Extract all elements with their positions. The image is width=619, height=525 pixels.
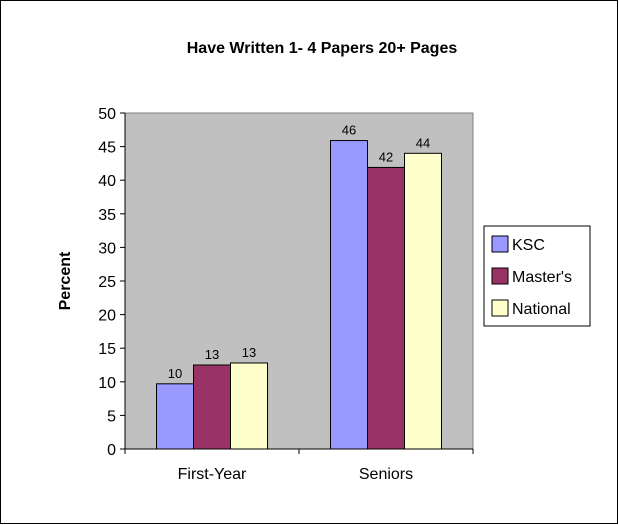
bar — [404, 152, 442, 450]
legend-label: KSC — [512, 237, 545, 254]
y-tick-label: 5 — [107, 408, 116, 425]
y-tick-label: 45 — [98, 140, 116, 157]
data-label: 10 — [168, 366, 182, 381]
data-label: 42 — [379, 149, 393, 164]
legend-label: Master's — [512, 269, 572, 286]
data-labels-group: 10 13 13 46 42 44 — [168, 123, 430, 381]
legend: KSC Master's National — [483, 225, 591, 327]
bars-group — [156, 140, 442, 450]
y-tick-label: 15 — [98, 341, 116, 358]
y-tick-label: 35 — [98, 207, 116, 224]
chart-title: Have Written 1- 4 Papers 20+ Pages — [187, 40, 458, 57]
bar — [230, 362, 268, 450]
y-tick-label: 50 — [98, 106, 116, 123]
bar — [330, 140, 368, 450]
legend-label: National — [512, 301, 571, 318]
legend-swatch — [491, 267, 509, 285]
y-tick-label: 40 — [98, 173, 116, 190]
data-label: 13 — [242, 345, 256, 360]
data-label: 46 — [342, 123, 356, 138]
data-label: 13 — [205, 347, 219, 362]
y-ticks-group: 0 5 10 15 20 25 30 35 40 45 50 — [98, 106, 125, 459]
bar — [367, 166, 405, 450]
y-tick-label: 0 — [107, 442, 116, 459]
y-tick-label: 10 — [98, 375, 116, 392]
y-tick-label: 30 — [98, 240, 116, 257]
legend-swatch — [491, 299, 509, 317]
bar — [193, 364, 231, 450]
y-tick-label: 25 — [98, 274, 116, 291]
x-ticks-group: First-Year Seniors — [124, 449, 474, 483]
y-tick-label: 20 — [98, 308, 116, 325]
data-label: 44 — [416, 135, 430, 150]
x-tick-label: First-Year — [178, 466, 247, 483]
bar — [156, 383, 194, 450]
y-axis-label: Percent — [57, 251, 74, 310]
x-tick-label: Seniors — [359, 466, 413, 483]
legend-swatch — [491, 235, 509, 253]
